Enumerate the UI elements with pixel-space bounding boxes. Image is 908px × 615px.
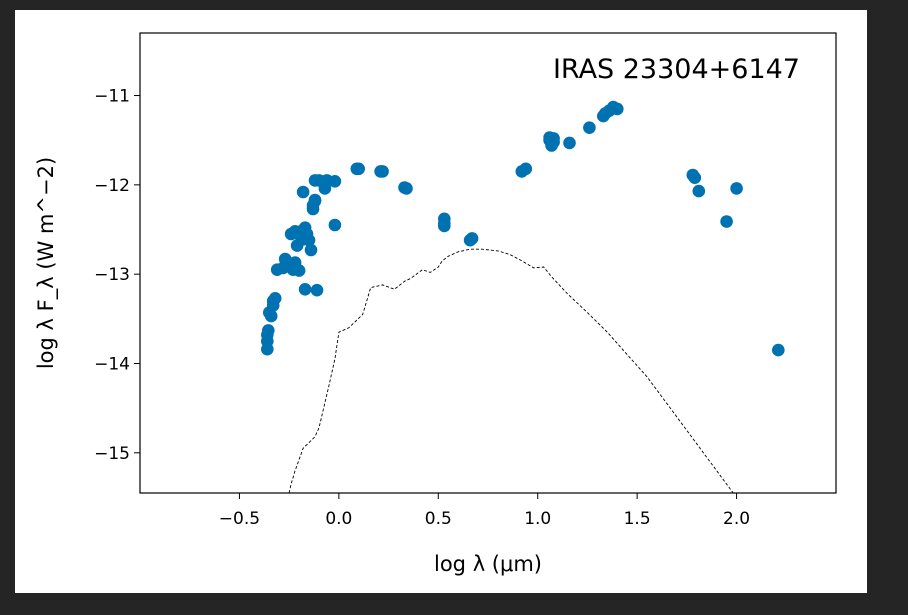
x-tick-label: 1.0 xyxy=(524,509,551,529)
data-point xyxy=(298,283,312,296)
data-point xyxy=(692,184,706,198)
data-point xyxy=(611,102,624,116)
data-point xyxy=(328,175,342,188)
y-tick-label: −11 xyxy=(94,87,130,107)
data-point xyxy=(268,292,282,305)
data-point xyxy=(465,232,479,245)
x-tick-label: 0.0 xyxy=(325,509,352,529)
data-point xyxy=(730,182,743,195)
data-point xyxy=(308,193,322,207)
data-point xyxy=(292,264,306,277)
data-point xyxy=(264,309,278,323)
sed-chart: −0.5 0.0 0.5 1.0 1.5 2.0 −11 −12 −13 −14 −15 IRAS… xyxy=(34,32,837,576)
data-point xyxy=(302,233,316,247)
data-point xyxy=(547,132,560,145)
data-point xyxy=(772,343,785,357)
x-tick-label: 2.0 xyxy=(723,509,750,529)
data-point xyxy=(400,182,413,195)
x-tick-label: 1.5 xyxy=(624,509,651,529)
data-point xyxy=(310,283,324,297)
data-point xyxy=(688,171,702,184)
y-axis-ticks: −11 −12 −13 −14 −15 xyxy=(94,87,140,464)
data-point xyxy=(376,165,389,178)
plot-frame xyxy=(139,32,837,494)
data-point xyxy=(720,215,733,228)
x-tick-label: 0.5 xyxy=(425,509,452,529)
y-tick-label: −13 xyxy=(94,265,130,285)
x-axis-ticks: −0.5 0.0 0.5 1.0 1.5 2.0 xyxy=(219,493,750,529)
x-axis-label: log λ (μm) xyxy=(434,552,542,576)
points-layer xyxy=(261,100,785,357)
data-point xyxy=(328,218,342,232)
plot-area xyxy=(140,33,836,493)
data-point xyxy=(583,121,596,134)
data-point xyxy=(519,162,533,176)
model-layer xyxy=(288,248,734,493)
data-point xyxy=(438,212,451,226)
chart-title: IRAS 23304+6147 xyxy=(553,54,800,85)
y-axis-label: log λ F_λ (W m^−2) xyxy=(34,157,59,369)
y-tick-label: −12 xyxy=(94,176,130,196)
x-tick-label: −0.5 xyxy=(219,509,260,529)
data-point xyxy=(296,185,310,199)
y-tick-label: −14 xyxy=(94,354,130,374)
y-tick-label: −15 xyxy=(94,444,130,464)
data-point xyxy=(563,136,576,150)
data-point xyxy=(304,243,318,257)
model-sed-curve xyxy=(288,248,734,493)
chart-canvas: −0.5 0.0 0.5 1.0 1.5 2.0 −11 −12 −13 −14 −15 IRAS… xyxy=(15,10,867,593)
data-point xyxy=(352,162,366,176)
data-point xyxy=(262,324,275,337)
